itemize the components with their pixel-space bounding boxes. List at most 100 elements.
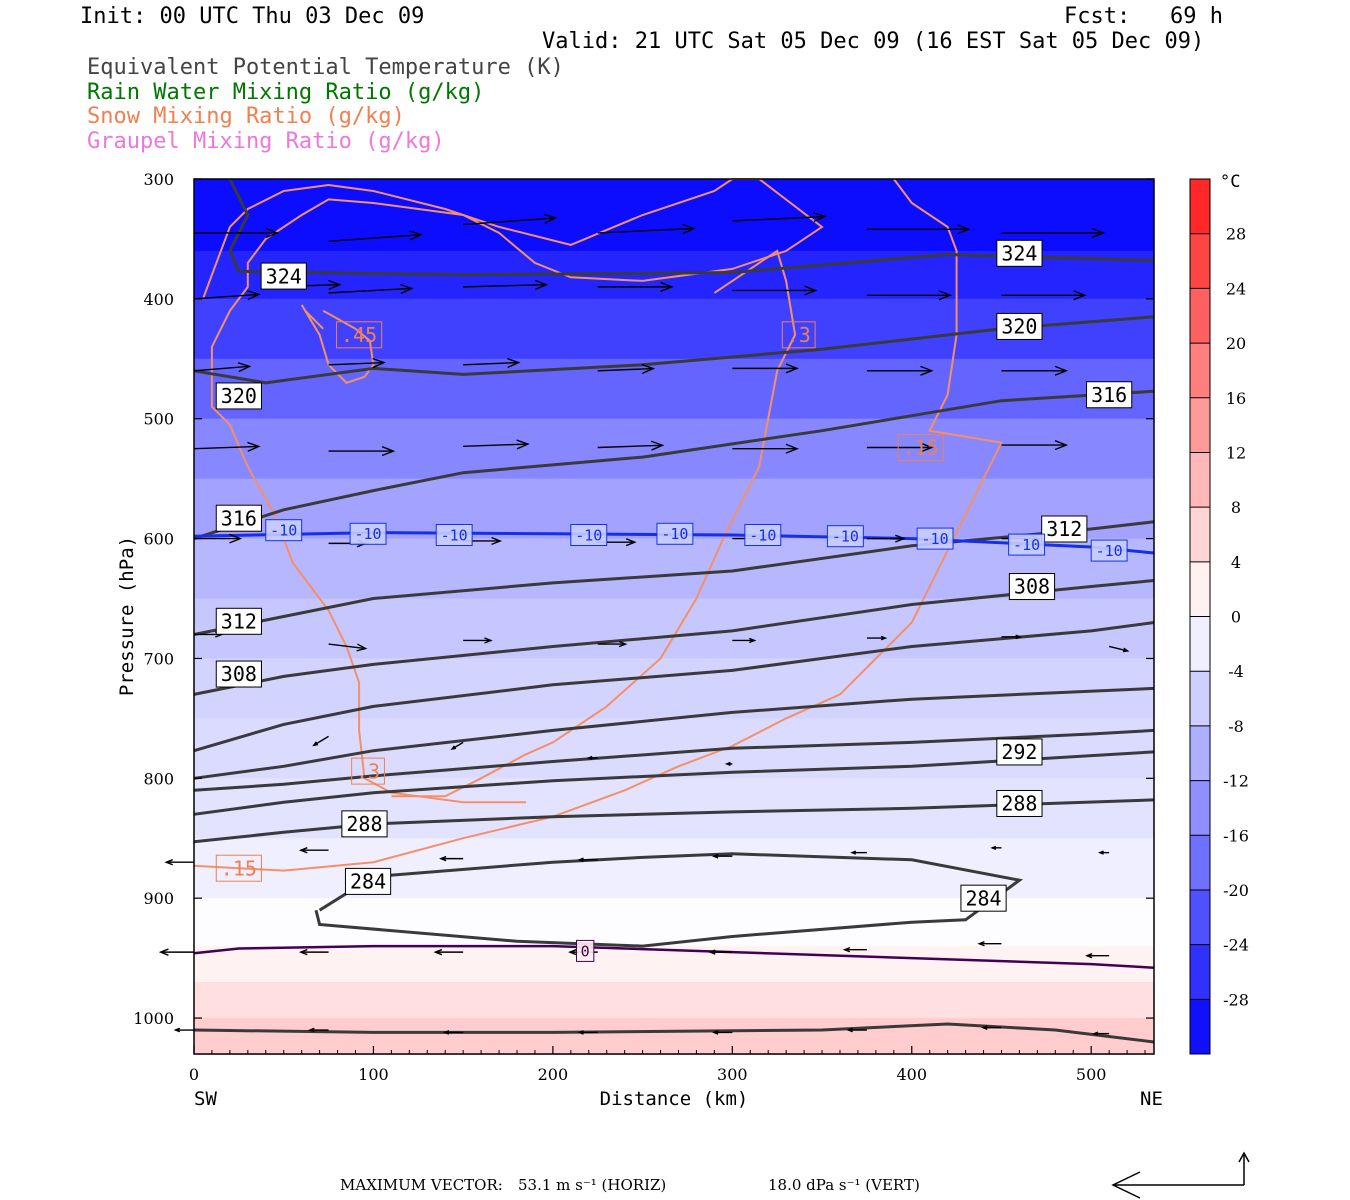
colorbar-bin xyxy=(1190,725,1210,782)
colorbar-tick-label: -24 xyxy=(1223,936,1249,955)
colorbar-bin xyxy=(1190,671,1210,727)
svg-text:308: 308 xyxy=(1014,575,1050,599)
wind-vector xyxy=(846,1027,867,1033)
isotherm-label: -10 xyxy=(1090,539,1128,562)
theta-e-contour-line xyxy=(193,686,1155,780)
isotherm-label: -10 xyxy=(916,527,954,550)
wind-vector xyxy=(463,637,493,644)
colorbar-bin xyxy=(1190,233,1210,289)
svg-text:316: 316 xyxy=(221,506,257,530)
wind-vector xyxy=(1001,634,1022,640)
svg-text:324: 324 xyxy=(1001,242,1037,266)
colorbar-bin xyxy=(1190,288,1210,344)
colorbar-tick-label: 28 xyxy=(1226,225,1246,244)
y-tick-label: 800 xyxy=(143,769,174,788)
svg-text:284: 284 xyxy=(350,870,386,894)
wind-vector xyxy=(463,279,549,291)
wind-vector xyxy=(732,285,818,296)
temperature-band xyxy=(194,982,1154,1020)
theta-e-contour-line xyxy=(193,315,1155,385)
wind-vector xyxy=(732,443,799,454)
colorbar-tick-label: 12 xyxy=(1226,443,1246,462)
wind-vector xyxy=(173,1027,194,1033)
wind-vector xyxy=(711,853,733,859)
wind-vector xyxy=(164,859,194,866)
snow-contours xyxy=(193,178,1003,872)
wind-vector xyxy=(450,741,464,750)
colorbar-tick-label: -20 xyxy=(1223,881,1249,900)
wind-vector xyxy=(866,635,888,641)
wind-vector xyxy=(977,941,1002,947)
svg-text:.45: .45 xyxy=(341,323,377,347)
theta-e-contours xyxy=(193,178,1155,1044)
y-tick-label: 700 xyxy=(143,649,174,668)
theta-e-contour-line xyxy=(193,621,1155,753)
freezing-label: 0 xyxy=(576,939,595,962)
wind-vector xyxy=(328,357,386,369)
isotherm-label: -10 xyxy=(265,519,303,542)
wind-vector xyxy=(866,224,971,235)
x-axis-label: Distance (km) xyxy=(600,1088,749,1110)
x-tick-label: 200 xyxy=(538,1065,569,1084)
wind-vector xyxy=(328,446,396,457)
valid-time: Valid: 21 UTC Sat 05 Dec 09 (16 EST Sat … xyxy=(542,29,1205,54)
wind-vector xyxy=(732,211,827,223)
temperature-band xyxy=(194,658,1154,720)
theta-e-label: 292 xyxy=(996,738,1043,766)
wind-vector xyxy=(577,1030,598,1035)
svg-text:-10: -10 xyxy=(575,526,602,544)
theta-e-contour-line xyxy=(193,728,1155,792)
svg-text:292: 292 xyxy=(1001,740,1037,764)
wind-vector xyxy=(732,363,799,374)
wind-vector xyxy=(586,755,598,761)
wind-vector xyxy=(193,362,252,373)
temperature-band xyxy=(194,946,1154,984)
legend-rain-water: Rain Water Mixing Ratio (g/kg) xyxy=(87,80,485,105)
plot-frame xyxy=(193,178,1155,1055)
colorbar-tick-label: -16 xyxy=(1223,826,1249,845)
wind-vector xyxy=(1085,953,1110,959)
wind-vector xyxy=(158,948,194,956)
snow-label: .15 xyxy=(215,854,262,882)
theta-e-label: 320 xyxy=(996,312,1043,340)
theta-e-contour-line xyxy=(193,798,1155,844)
svg-text:.15: .15 xyxy=(903,436,939,460)
wind-vector xyxy=(597,640,628,648)
svg-text:-10: -10 xyxy=(749,526,776,544)
temperature-band xyxy=(194,538,1154,600)
wind-vector xyxy=(1001,227,1106,239)
snow-label: .3 xyxy=(781,321,816,349)
wind-vector xyxy=(312,735,329,747)
wind-vector xyxy=(463,357,521,369)
x-tick-label: 300 xyxy=(717,1065,748,1084)
colorbar-tick-label: 20 xyxy=(1226,334,1246,353)
wind-vector xyxy=(463,439,530,450)
colorbar-unit: °C xyxy=(1220,172,1240,192)
wind-vector xyxy=(850,850,867,855)
wind-vector xyxy=(194,227,280,239)
wind-vector xyxy=(597,223,696,235)
wind-vector xyxy=(866,290,953,301)
theta-e-contour-line xyxy=(193,579,1155,696)
isotherm-label: -10 xyxy=(435,523,473,546)
svg-text:-10: -10 xyxy=(1013,536,1040,554)
wind-vector xyxy=(298,847,329,854)
snow-label: .45 xyxy=(335,321,383,349)
svg-text:320: 320 xyxy=(221,384,257,408)
wind-vector xyxy=(732,637,757,644)
wind-vector xyxy=(597,363,656,375)
x-end-label-sw: SW xyxy=(194,1088,217,1110)
x-tick-label: 400 xyxy=(896,1065,927,1084)
theta-e-label: 312 xyxy=(215,607,262,635)
temperature-field xyxy=(194,179,1154,1055)
wind-vector xyxy=(597,281,674,292)
isotherm-label: -10 xyxy=(349,522,387,545)
isotherm-label: -10 xyxy=(1008,533,1046,556)
snow-contour-line xyxy=(193,178,1003,872)
svg-text:-10: -10 xyxy=(355,525,382,543)
isotherm-label: -10 xyxy=(656,522,694,545)
theta-e-contour-line xyxy=(228,178,1155,277)
svg-text:.3: .3 xyxy=(356,759,380,783)
svg-text:316: 316 xyxy=(1091,383,1127,407)
wind-vector xyxy=(708,949,733,955)
